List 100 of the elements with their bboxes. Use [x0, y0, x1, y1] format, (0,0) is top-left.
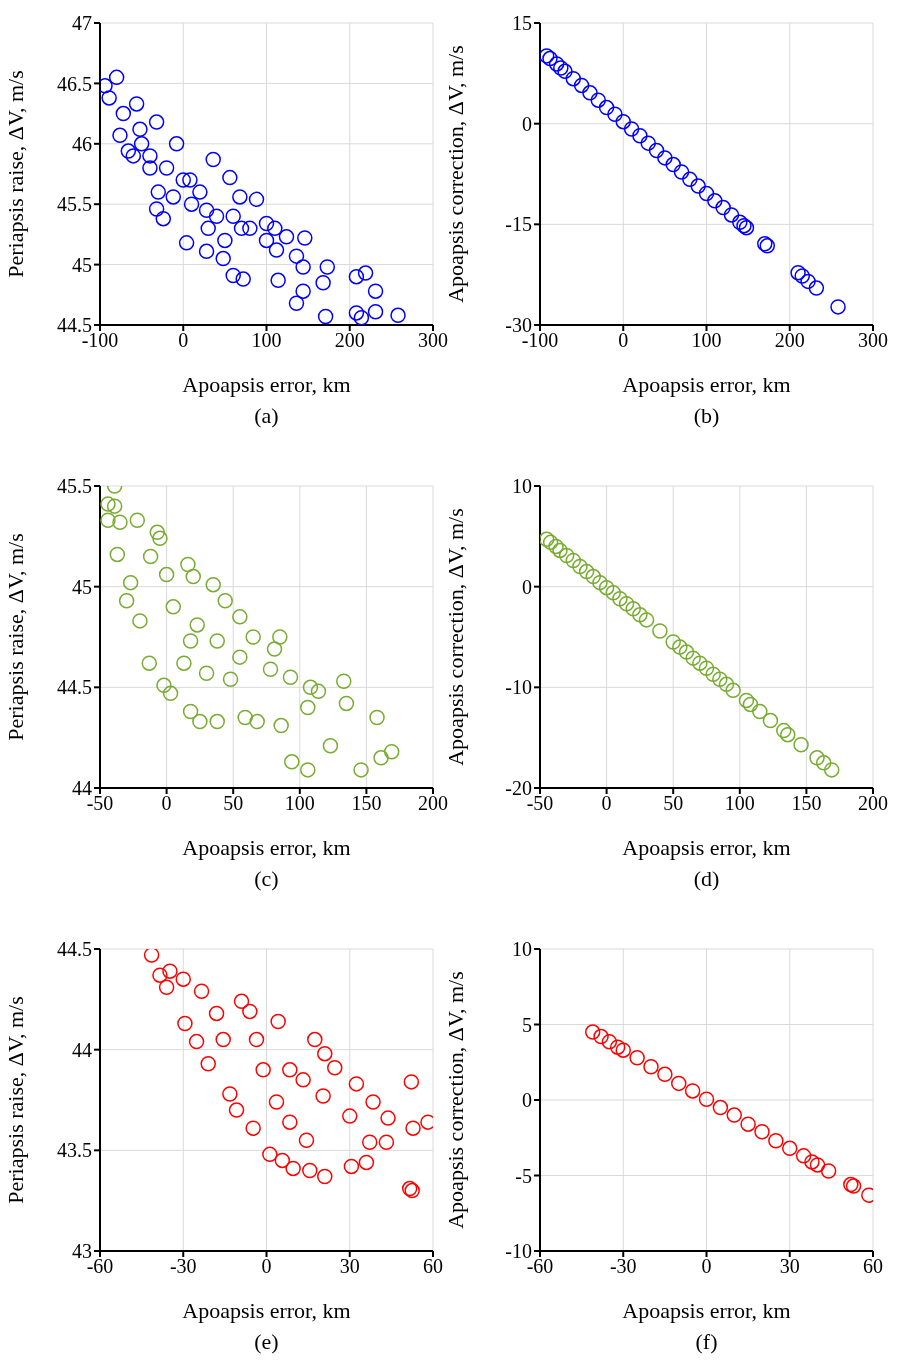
point: [185, 568, 201, 585]
point: [790, 264, 806, 281]
point: [178, 235, 195, 251]
point: [607, 106, 623, 123]
point: [225, 267, 241, 284]
point: [572, 558, 588, 575]
point: [122, 574, 139, 591]
point: [302, 1162, 318, 1179]
point: [342, 1108, 358, 1124]
point: [232, 609, 248, 625]
point: [698, 660, 715, 676]
point: [100, 512, 116, 528]
point: [367, 283, 384, 299]
point: [248, 1031, 265, 1048]
point: [378, 1134, 395, 1151]
point: [143, 949, 160, 963]
point: [217, 593, 233, 609]
point: [141, 655, 158, 671]
point: [592, 574, 608, 591]
x-tick-label: 200: [418, 792, 448, 815]
point: [215, 250, 231, 267]
point: [200, 220, 216, 237]
point: [684, 1083, 701, 1099]
point: [142, 160, 158, 176]
x-tick-label: 100: [251, 329, 282, 352]
point: [780, 726, 796, 743]
point: [373, 750, 389, 766]
point: [712, 671, 728, 688]
text: (e): [253, 1329, 280, 1355]
x-tick-label: 200: [774, 329, 805, 352]
point: [593, 1028, 609, 1045]
point: [615, 1042, 631, 1058]
point: [165, 189, 182, 205]
point: [319, 259, 336, 275]
point: [242, 220, 258, 237]
point: [609, 1039, 626, 1055]
point: [582, 85, 598, 101]
point: [109, 546, 126, 563]
y-axis-title: Periapsis raise, ΔV, m/s: [2, 533, 28, 741]
y-tick-label: 5: [522, 1013, 532, 1036]
x-tick-label: 30: [339, 1255, 360, 1278]
point: [682, 171, 698, 188]
text: (a): [253, 403, 280, 429]
point: [198, 243, 215, 260]
point: [200, 1056, 216, 1072]
x-tick-label: 60: [863, 1255, 883, 1278]
point: [232, 649, 248, 665]
y-axis-title: Periapsis raise, ΔV, m/s: [2, 996, 28, 1204]
point: [112, 127, 128, 144]
point: [317, 308, 334, 325]
y-tick-label: 15: [512, 12, 532, 35]
point: [815, 755, 832, 771]
point: [618, 596, 635, 612]
point: [233, 993, 250, 1010]
point: [266, 641, 283, 657]
point: [148, 114, 165, 130]
point: [365, 1094, 381, 1110]
text: (f): [694, 1329, 719, 1355]
point: [776, 722, 792, 739]
point: [782, 1140, 798, 1157]
y-tick-label: -5: [515, 1164, 532, 1187]
x-tick-label: 150: [791, 792, 822, 815]
y-tick-label: -15: [505, 213, 532, 236]
point: [548, 56, 565, 72]
text: (d): [692, 866, 721, 892]
point: [369, 709, 385, 726]
point: [548, 538, 564, 555]
point: [678, 644, 695, 660]
point: [120, 143, 137, 159]
point: [742, 696, 759, 713]
point: [698, 185, 715, 202]
y-tick-label: -10: [505, 676, 532, 699]
point: [262, 1146, 278, 1163]
point: [284, 754, 300, 770]
point: [208, 208, 225, 225]
point: [336, 673, 352, 690]
point: [209, 713, 225, 730]
x-tick-label: 100: [724, 792, 755, 815]
point: [705, 666, 721, 682]
point: [383, 744, 400, 760]
point: [808, 280, 825, 296]
y-tick-label: 45: [72, 253, 92, 276]
point: [267, 220, 283, 237]
x-tick-label: 0: [601, 792, 612, 815]
point: [718, 676, 735, 693]
point: [288, 248, 305, 264]
point: [690, 178, 706, 194]
point: [132, 613, 148, 629]
point: [268, 1094, 285, 1110]
x-tick-label: -30: [169, 1255, 197, 1278]
point: [228, 1102, 245, 1118]
point: [180, 556, 196, 573]
point: [685, 650, 701, 666]
point: [300, 762, 316, 778]
point: [108, 69, 125, 86]
point: [315, 1088, 331, 1104]
point: [192, 713, 208, 730]
point: [793, 736, 809, 753]
point: [820, 1163, 837, 1179]
point: [794, 268, 810, 284]
